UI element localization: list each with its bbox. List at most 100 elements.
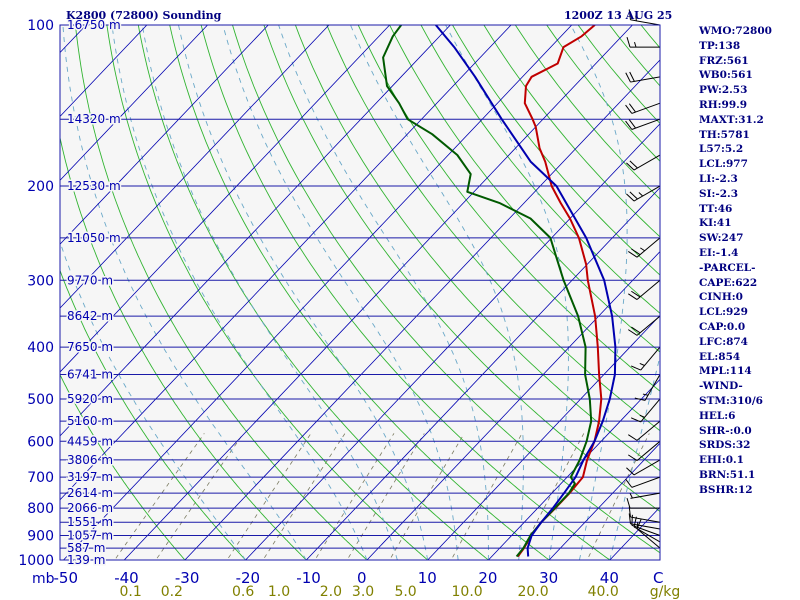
isotherm-line xyxy=(60,25,390,373)
dry-adiabat-line xyxy=(137,25,490,560)
wind-barb-flag xyxy=(628,9,631,20)
wind-barb-flag xyxy=(629,71,635,82)
stat-item: EHI:0.1 xyxy=(699,454,744,467)
wind-barb-half-flag xyxy=(642,393,649,396)
wind-barb-staff xyxy=(633,185,661,202)
pressure-tick-label: 900 xyxy=(27,529,54,545)
wind-barb xyxy=(626,185,661,202)
dewpoint-trace xyxy=(382,25,593,558)
temperature-tick-label: 10 xyxy=(418,569,437,587)
mixing-ratio-label: 40.0 xyxy=(588,584,619,600)
stat-item: CINH:0 xyxy=(699,291,743,304)
height-label: 11050 m xyxy=(67,231,121,245)
temperature-tick-label: -40 xyxy=(114,569,139,587)
wind-barb xyxy=(628,513,661,530)
stat-item: TT:46 xyxy=(699,202,733,215)
plot-frame xyxy=(59,24,661,561)
wind-barb-staff xyxy=(636,237,661,258)
temperature-tick-label: 30 xyxy=(539,569,558,587)
temperature-tick-label: -50 xyxy=(54,569,79,587)
wind-barb-half-flag xyxy=(635,15,637,21)
stability-indices-list: WMO:72800 TP:138 FRZ:561 WB0:561 PW:2.53 RH:9… xyxy=(699,24,772,498)
isotherm-line xyxy=(60,25,208,181)
mixing-ratio-label: 0.1 xyxy=(120,584,142,600)
height-label: 4459 m xyxy=(67,434,113,448)
mixing-ratio-label: 1.0 xyxy=(268,584,290,600)
height-label: 7650 m xyxy=(67,340,113,354)
wind-barb-flag xyxy=(628,251,638,258)
wind-barb-staff xyxy=(636,420,661,441)
mixing-ratio-label: 20.0 xyxy=(517,584,548,600)
plot-background xyxy=(60,25,660,560)
isotherm-line xyxy=(63,25,573,560)
mixing-ratio-label: 5.0 xyxy=(394,584,416,600)
height-label: 139 m xyxy=(67,553,105,567)
wind-barb-staff xyxy=(633,154,661,171)
sounding-title: K2800 (72800) Sounding xyxy=(66,9,222,22)
wind-barb xyxy=(626,459,661,476)
dry-adiabat-line xyxy=(451,25,660,276)
stat-item: WB0:561 xyxy=(699,69,753,82)
pressure-tick-label: 100 xyxy=(27,18,54,34)
wind-barb xyxy=(629,492,661,499)
wind-barb-staff xyxy=(631,476,661,488)
height-label: 3197 m xyxy=(67,470,113,484)
stat-item: LCL:929 xyxy=(699,306,748,319)
wind-barb-flag xyxy=(628,119,636,129)
wind-barb xyxy=(634,374,661,401)
height-label: 2614 m xyxy=(67,486,113,500)
height-label: 587 m xyxy=(67,541,105,555)
wind-barb xyxy=(628,420,661,441)
mixing-ratio-label: 0.6 xyxy=(232,584,254,600)
sounding-traces xyxy=(382,25,617,558)
stat-item: -PARCEL- xyxy=(699,261,756,274)
stat-item: CAP:0.0 xyxy=(699,320,746,333)
stat-item: FRZ:561 xyxy=(699,54,749,67)
isotherm-line xyxy=(60,25,269,245)
mixing-ratio-line xyxy=(226,433,312,560)
wind-barb-flag xyxy=(626,498,631,509)
dry-adiabat-line xyxy=(263,25,660,513)
wind-barb xyxy=(628,315,661,336)
dry-adiabat-line xyxy=(232,25,660,554)
wind-barb-staff xyxy=(644,374,661,401)
isotherm-line xyxy=(60,25,512,501)
wind-barb xyxy=(625,118,661,130)
wind-barb-flag xyxy=(628,103,636,113)
stat-item: -WIND- xyxy=(699,380,743,393)
height-label: 5160 m xyxy=(67,414,113,428)
pressure-tick-label: 600 xyxy=(27,434,54,450)
pressure-tick-label: 800 xyxy=(27,501,54,517)
parcel-trace xyxy=(435,25,617,557)
stat-item: EL:854 xyxy=(699,350,741,363)
pressure-tick-label: 200 xyxy=(27,179,54,195)
wind-barb-staff xyxy=(636,528,661,549)
stat-item: TH:5781 xyxy=(699,128,750,141)
wind-barb xyxy=(628,279,661,300)
pressure-tick-label: 500 xyxy=(27,392,54,408)
wind-barb-flag xyxy=(630,365,641,371)
mixing-ratio-line xyxy=(155,433,244,560)
wind-barb-staff xyxy=(631,102,661,114)
wind-barb-staff xyxy=(633,526,661,543)
stat-item: KI:41 xyxy=(699,217,732,230)
wind-barb xyxy=(626,498,660,509)
stat-item: MPL:114 xyxy=(699,365,752,378)
mixing-ratio-label: 2.0 xyxy=(320,584,342,600)
wind-barb xyxy=(630,398,661,423)
dry-adiabat-line xyxy=(60,269,247,560)
wind-barb-staff xyxy=(636,279,661,300)
wind-barb-flag xyxy=(634,397,646,401)
wind-barb-staff xyxy=(633,459,661,476)
temperature-tick-label: 0 xyxy=(357,569,367,587)
height-label: 9770 m xyxy=(67,273,113,287)
dry-adiabat-line xyxy=(60,135,307,560)
wind-barb xyxy=(628,237,661,258)
wind-barb-flag xyxy=(626,193,635,202)
wind-barb-flag xyxy=(625,120,633,130)
dry-adiabat-line xyxy=(200,25,611,560)
temperature-unit-label: C xyxy=(653,569,663,587)
height-label: 1057 m xyxy=(67,529,113,543)
wind-barb xyxy=(625,476,661,488)
wind-barb-staff xyxy=(630,516,661,523)
